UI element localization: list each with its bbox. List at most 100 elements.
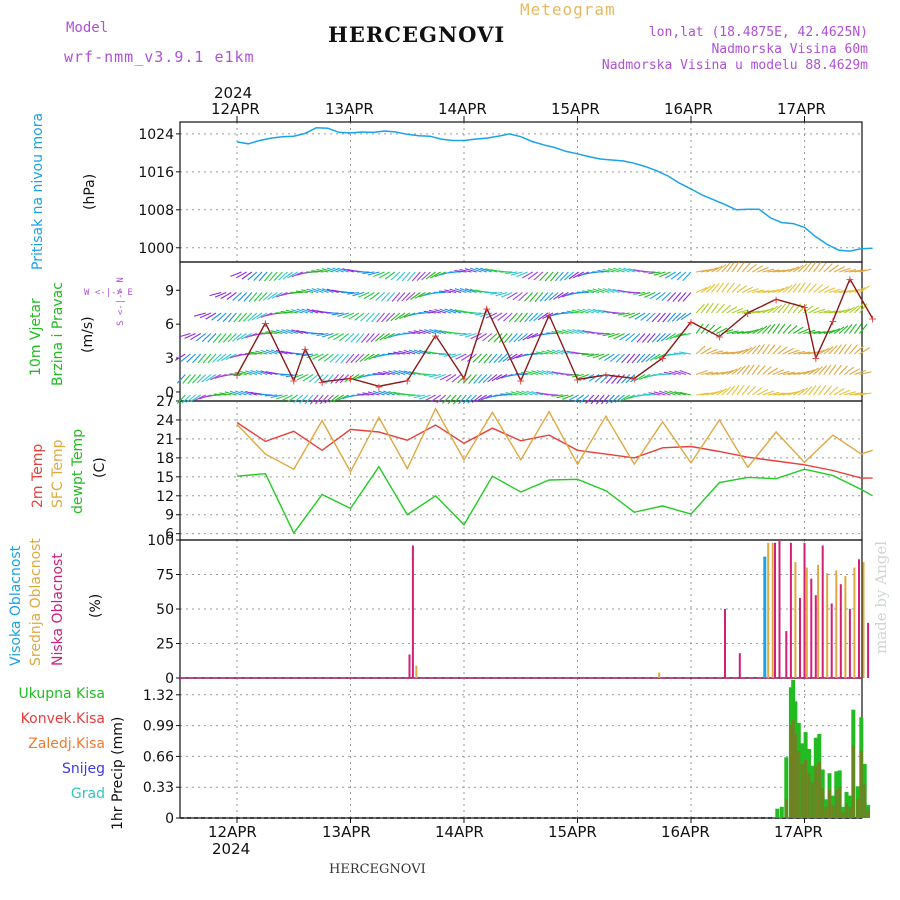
wind-barb — [287, 271, 298, 279]
wind-barb — [838, 325, 849, 334]
wind-barb — [682, 271, 692, 282]
legend-zaledj: Zaledj.Kisa — [28, 736, 105, 752]
wind-barb — [214, 393, 227, 396]
wind-barb — [324, 394, 334, 404]
wind-barb — [673, 352, 686, 355]
wind-barb — [278, 271, 288, 281]
wind-barb — [487, 374, 498, 383]
wind-barb — [281, 394, 293, 401]
wind-barb — [377, 371, 390, 376]
wind-barb — [367, 373, 380, 376]
precip-bar-konvek — [791, 720, 795, 818]
wind-barb — [628, 268, 641, 273]
cloud-bar-niska — [814, 595, 817, 678]
wind-barb — [403, 370, 416, 376]
wind-barb — [457, 394, 467, 405]
wind-barb — [848, 344, 858, 355]
wind-barb — [291, 373, 304, 379]
legend-snijeg: Snijeg — [61, 761, 105, 777]
wind-speed-marker: + — [459, 372, 468, 385]
wind-barb — [526, 370, 538, 376]
wind-barb — [644, 291, 656, 298]
precip-tick-label: 0.66 — [143, 749, 174, 765]
precip-bar-ukupna — [784, 757, 789, 818]
wind-barb — [195, 333, 207, 342]
precip-bar-konvek — [863, 784, 867, 818]
wind-barb — [752, 265, 763, 273]
precip-bar-konvek — [789, 724, 793, 818]
wind-barb — [792, 388, 805, 396]
wind-barb — [197, 353, 207, 364]
wind-barb — [363, 292, 375, 300]
wind-barb — [190, 394, 201, 402]
wind-barb — [731, 331, 744, 335]
wind-barb — [828, 364, 837, 375]
wind-barb — [375, 333, 385, 342]
wind-barb — [526, 390, 538, 396]
wind-barb — [706, 267, 718, 273]
wind-barb — [711, 265, 723, 273]
cloud-bar-niska — [778, 540, 781, 678]
precip-bar-konvek — [838, 787, 842, 818]
wind-barb — [833, 388, 845, 396]
bottom-day-label-13apr: 13APR — [322, 823, 371, 841]
wind-barb — [362, 271, 375, 274]
wind-barb — [736, 309, 749, 314]
wind-barb — [695, 323, 704, 334]
wind-barb — [201, 333, 212, 343]
wind-speed-marker: + — [743, 307, 752, 320]
wind-barb — [561, 373, 574, 376]
wind-barb — [522, 271, 533, 279]
wind-barb — [485, 268, 498, 273]
wind-barb — [312, 353, 324, 360]
wind-barb — [572, 328, 584, 335]
wind-speed-marker: + — [601, 369, 610, 382]
wind-barb — [772, 323, 781, 334]
wind-barb — [561, 329, 574, 335]
wind-barb — [455, 353, 467, 360]
wind-barb — [186, 353, 196, 363]
wind-barb — [813, 261, 822, 273]
wind-barb — [731, 307, 744, 314]
wind-barb — [621, 374, 631, 384]
wind-barb — [235, 271, 247, 279]
wind-barb — [262, 292, 273, 301]
wind-barb — [529, 292, 539, 302]
wind-speed-marker: + — [573, 374, 582, 387]
wind-barb — [843, 324, 853, 334]
wind-barb — [823, 385, 833, 396]
wind-barb — [648, 392, 661, 396]
wind-barb — [854, 287, 866, 293]
wind-barb — [607, 332, 620, 338]
wind-barb — [267, 292, 278, 301]
wind-speed-marker: + — [482, 302, 491, 315]
wind-barb — [625, 333, 636, 342]
wind-barb — [189, 290, 201, 293]
wind-barb — [756, 344, 765, 355]
precip-bar-konvek — [845, 803, 848, 818]
wind-barb — [461, 353, 472, 361]
wind-barb — [187, 374, 196, 384]
wind-barb — [335, 353, 345, 364]
wind-barb — [833, 344, 842, 355]
top-day-label-12apr: 12APR — [211, 100, 260, 118]
wind-barb — [360, 312, 370, 322]
wind-barb — [434, 308, 447, 314]
wind-barb — [226, 292, 237, 301]
wind-barb — [848, 323, 857, 334]
wind-barb — [782, 267, 795, 273]
wind-barb — [566, 373, 579, 377]
wind-barb — [623, 267, 635, 273]
wind-barb — [695, 287, 708, 293]
precip-bar-konvek — [793, 734, 797, 818]
wind-barb — [273, 271, 283, 281]
wind-barb — [818, 262, 827, 273]
wind-barb — [777, 346, 788, 355]
wind-barb — [619, 333, 631, 341]
wind-barb — [592, 288, 605, 294]
wind-barb — [849, 392, 862, 396]
wind-barb — [551, 394, 564, 397]
wind-barb — [436, 394, 447, 404]
wind-barb — [468, 374, 477, 384]
wind-barb — [667, 292, 677, 302]
